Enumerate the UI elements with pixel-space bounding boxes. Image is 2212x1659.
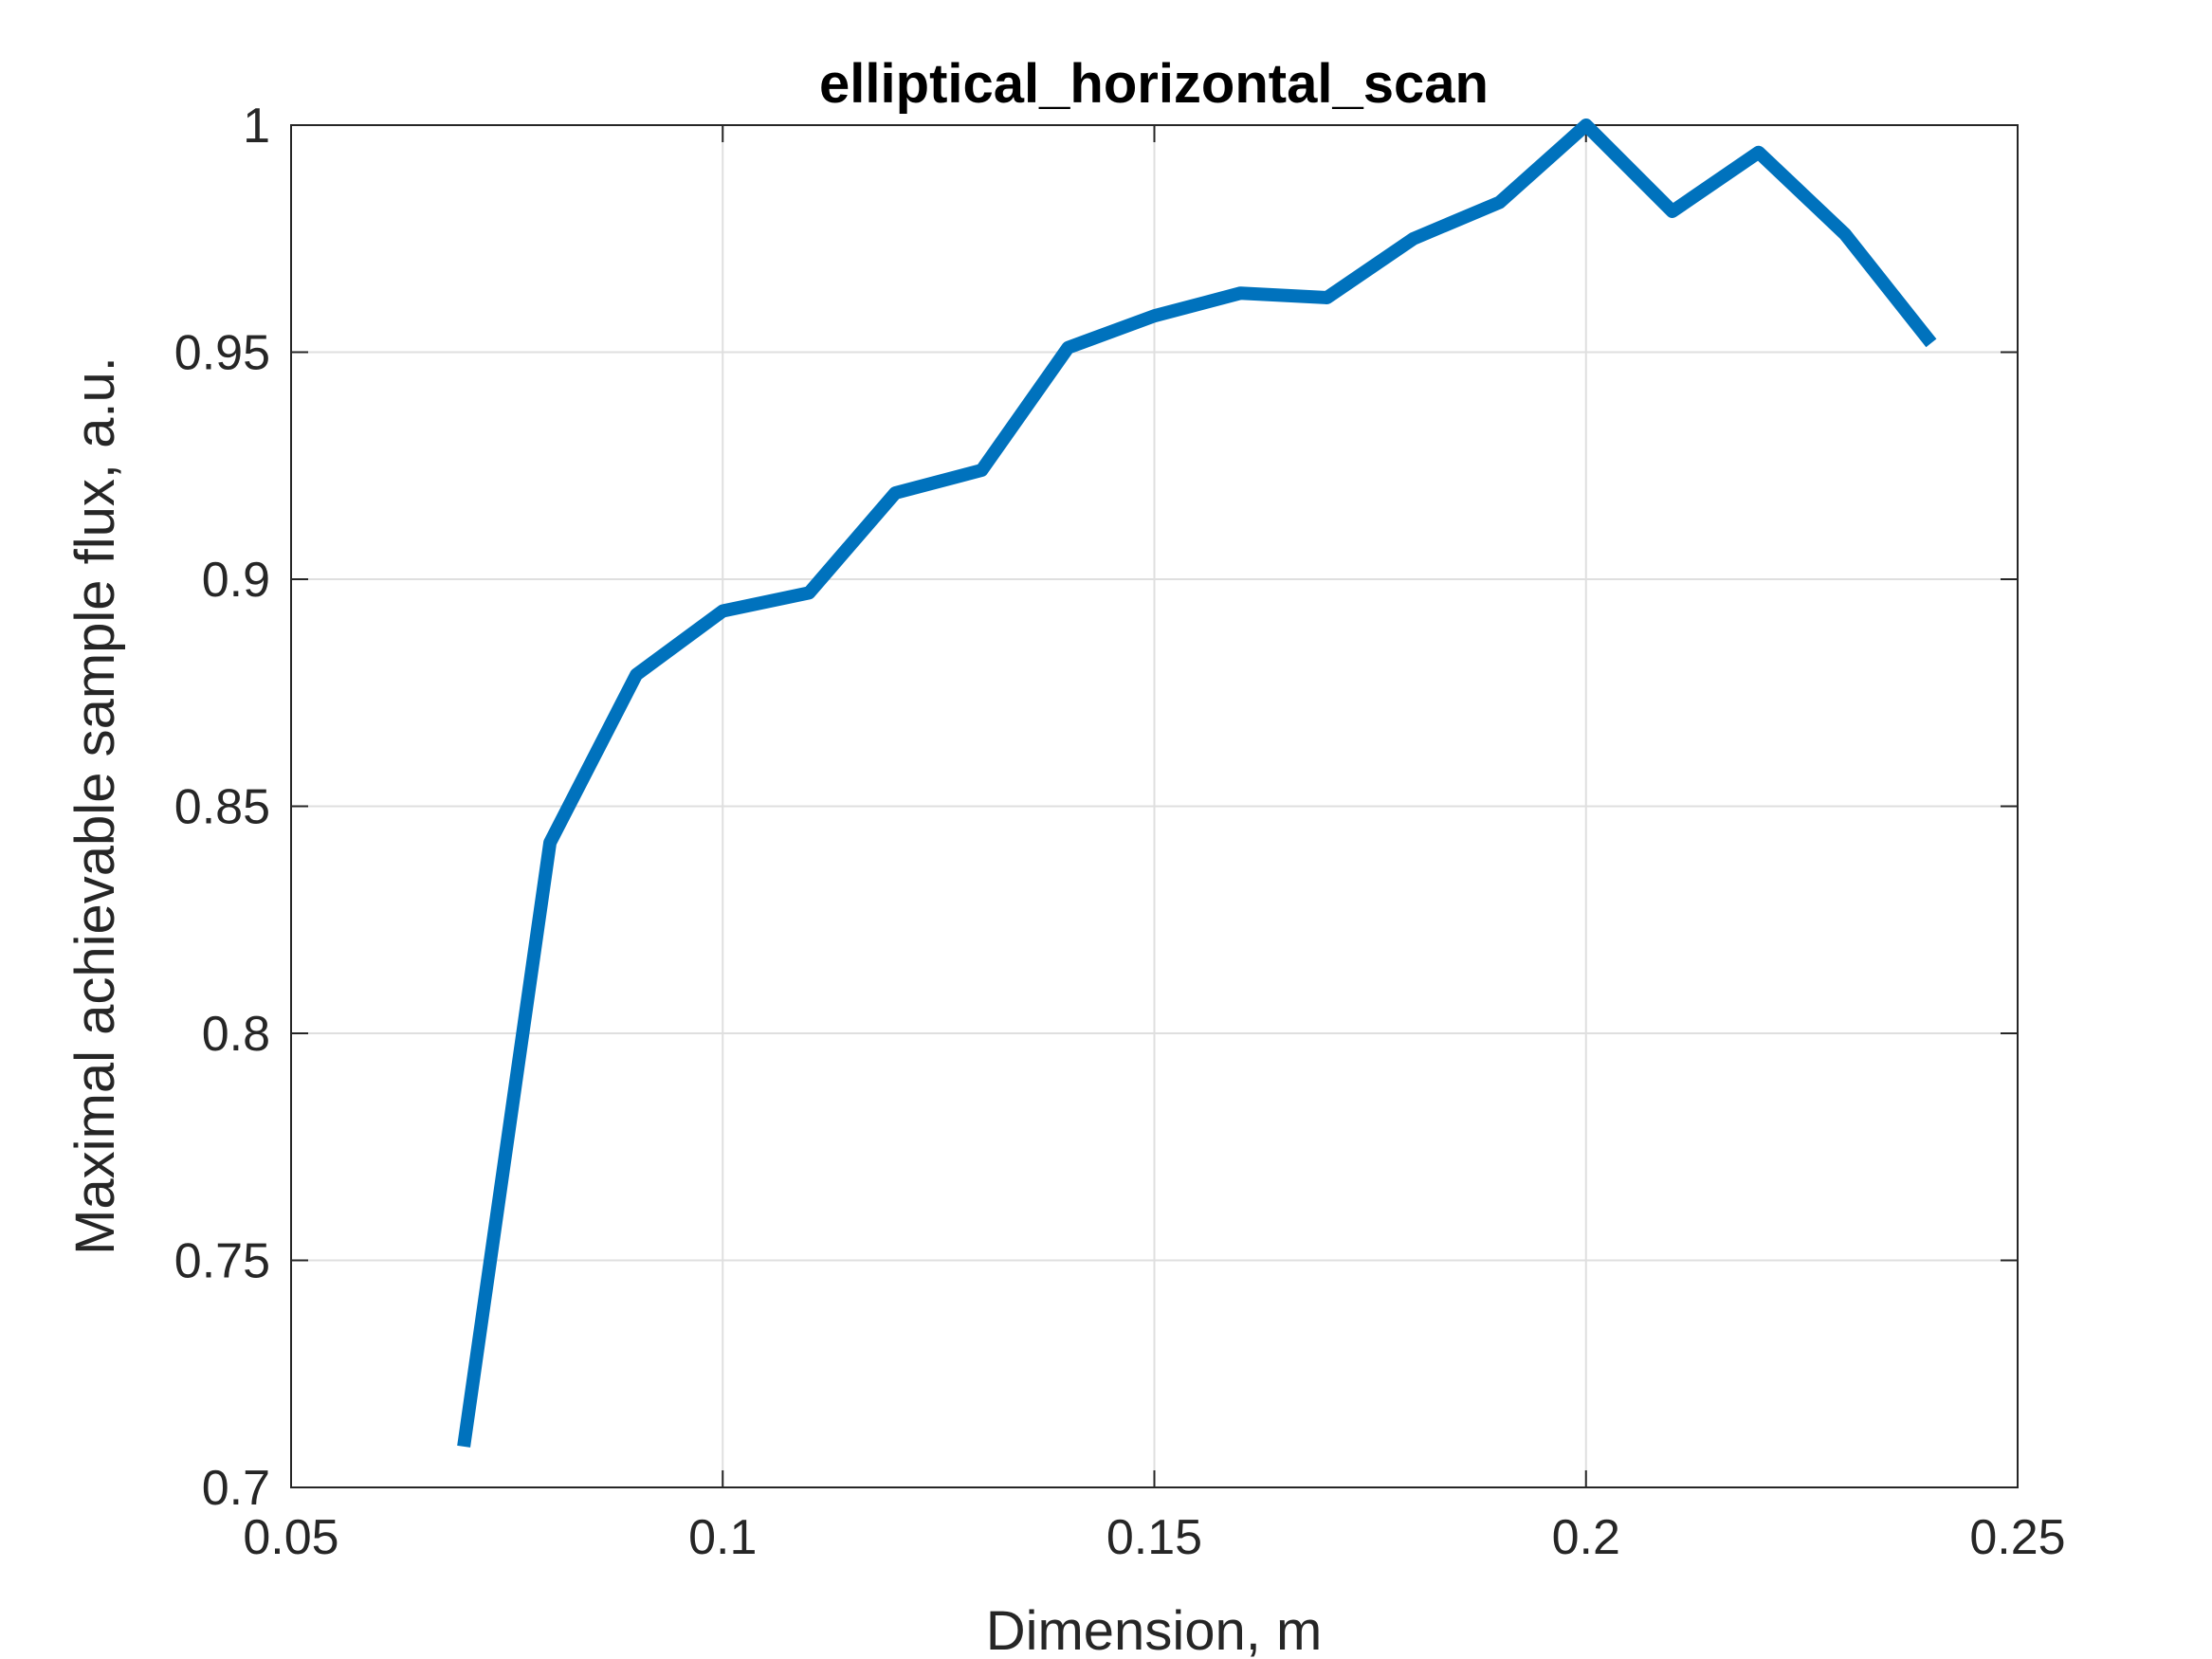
y-tick-label: 0.8 xyxy=(202,1007,270,1062)
y-tick-label: 0.85 xyxy=(174,780,270,835)
x-tick-label: 0.05 xyxy=(243,1510,338,1565)
y-tick-label: 0.95 xyxy=(174,326,270,381)
y-tick-label: 0.9 xyxy=(202,553,270,608)
y-tick-label: 0.7 xyxy=(202,1461,270,1516)
y-tick-label: 0.75 xyxy=(174,1234,270,1289)
y-axis-label: Maximal achievable sample flux, a.u. xyxy=(64,356,126,1255)
x-tick-label: 0.1 xyxy=(688,1510,757,1565)
x-axis-label: Dimension, m xyxy=(986,1600,1323,1659)
series-line xyxy=(457,118,1937,1448)
chart-title: elliptical_horizontal_scan xyxy=(819,53,1489,115)
data-series xyxy=(457,118,1937,1448)
x-tick-labels: 0.05 0.1 0.15 0.2 0.25 xyxy=(243,1510,2065,1565)
x-tick-label: 0.15 xyxy=(1106,1510,1202,1565)
x-tick-label: 0.2 xyxy=(1552,1510,1620,1565)
x-tick-label: 0.25 xyxy=(1969,1510,2065,1565)
y-tick-label: 1 xyxy=(243,99,270,154)
y-tick-labels: 0.7 0.75 0.8 0.85 0.9 0.95 1 xyxy=(174,99,270,1516)
axes-box xyxy=(290,124,2019,1488)
